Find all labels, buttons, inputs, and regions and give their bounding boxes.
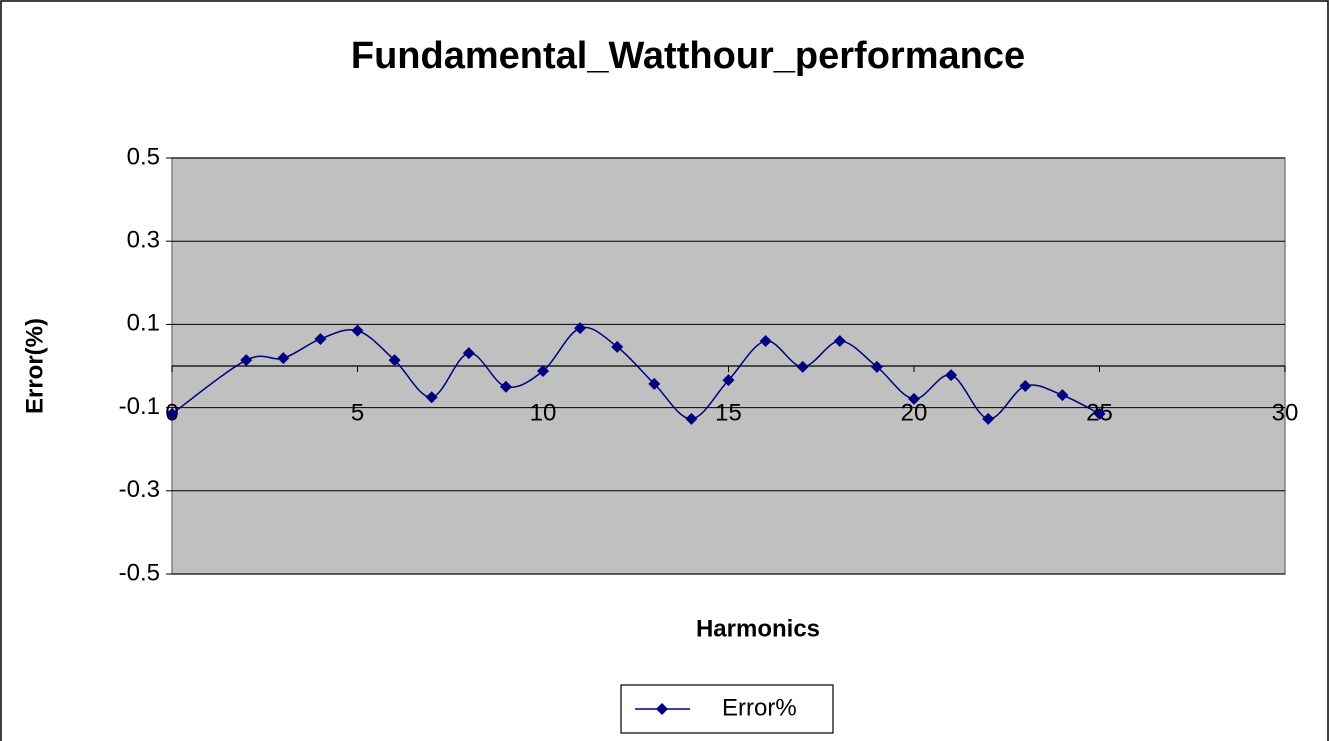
- data-point: [351, 324, 364, 337]
- data-point: [314, 332, 327, 345]
- data-point: [462, 347, 475, 360]
- data-point: [982, 412, 995, 425]
- data-point: [1093, 407, 1106, 420]
- data-point: [759, 335, 772, 348]
- data-point: [166, 407, 178, 420]
- y-axis-label: Error(%): [21, 318, 48, 414]
- data-point: [277, 352, 290, 365]
- data-point: [240, 354, 253, 367]
- x-tick-label: 10: [530, 399, 557, 426]
- data-point: [870, 360, 883, 373]
- x-tick-label: 15: [715, 399, 742, 426]
- data-point: [388, 354, 401, 367]
- y-tick-label: -0.3: [119, 476, 160, 503]
- x-tick-label: 5: [351, 399, 364, 426]
- legend-marker: [656, 703, 668, 715]
- data-point: [796, 360, 809, 373]
- data-point: [537, 364, 549, 377]
- legend-label: Error%: [722, 694, 797, 721]
- data-point: [833, 335, 846, 348]
- data-point: [611, 340, 624, 353]
- chart-title: Fundamental_Watthour_performance: [351, 35, 1025, 77]
- y-tick-label: 0.1: [127, 310, 160, 337]
- y-tick-label: 0.3: [127, 227, 160, 254]
- data-point: [648, 377, 661, 390]
- data-point: [908, 392, 920, 405]
- data-point: [945, 369, 958, 382]
- data-point: [499, 380, 512, 393]
- data-point: [1056, 389, 1069, 402]
- y-tick-label: -0.1: [119, 393, 160, 420]
- data-point: [1019, 379, 1032, 392]
- x-axis-label: Harmonics: [696, 615, 820, 642]
- data-point: [425, 391, 438, 404]
- data-point: [685, 412, 698, 425]
- y-tick-label: 0.5: [127, 143, 160, 170]
- x-tick-label: 30: [1272, 399, 1299, 426]
- y-tick-label: -0.5: [119, 559, 160, 586]
- data-point: [574, 322, 587, 335]
- data-point: [722, 374, 735, 387]
